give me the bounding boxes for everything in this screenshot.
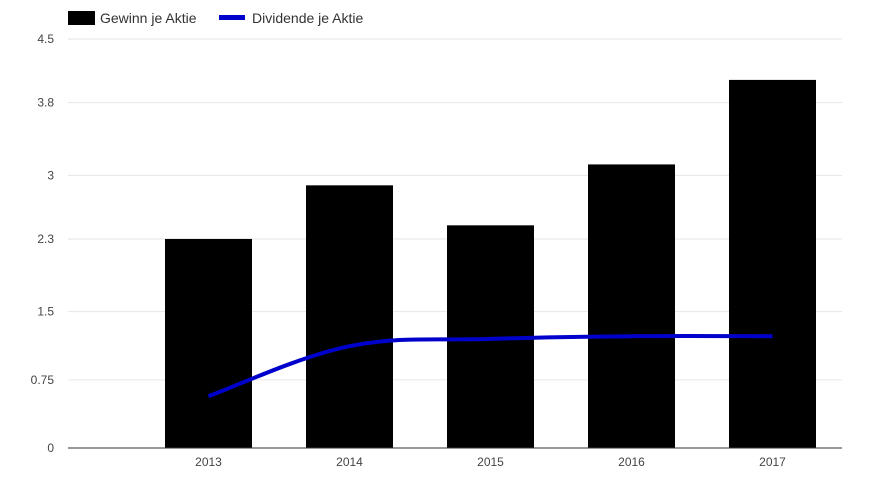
x-tick-label: 2016 (618, 455, 645, 469)
y-tick-label: 2.3 (37, 232, 54, 246)
legend-swatch-gewinn (68, 11, 95, 25)
x-tick-label: 2015 (477, 455, 504, 469)
legend: Gewinn je Aktie Dividende je Aktie (68, 10, 364, 26)
bar-2016 (588, 164, 675, 448)
legend-label-dividende: Dividende je Aktie (252, 10, 364, 26)
x-tick-label: 2017 (759, 455, 786, 469)
y-tick-label: 0 (47, 441, 54, 455)
axes: 0 0.75 1.5 2.3 3 3.8 4.5 2013 2014 2015 2016 2017 (31, 32, 842, 469)
legend-label-gewinn: Gewinn je Aktie (100, 10, 197, 26)
y-tick-label: 3.8 (37, 96, 54, 110)
x-tick-label: 2014 (336, 455, 363, 469)
bar-2014 (306, 185, 393, 448)
y-tick-label: 1.5 (37, 305, 54, 319)
bar-2013 (165, 238, 252, 448)
bar-2017 (729, 79, 816, 449)
bar-series (165, 79, 816, 449)
y-tick-label: 0.75 (31, 373, 55, 387)
y-tick-label: 4.5 (37, 32, 54, 46)
legend-swatch-dividende (219, 15, 245, 20)
x-tick-label: 2013 (195, 455, 222, 469)
y-tick-label: 3 (47, 168, 54, 182)
line-series (207, 333, 773, 399)
